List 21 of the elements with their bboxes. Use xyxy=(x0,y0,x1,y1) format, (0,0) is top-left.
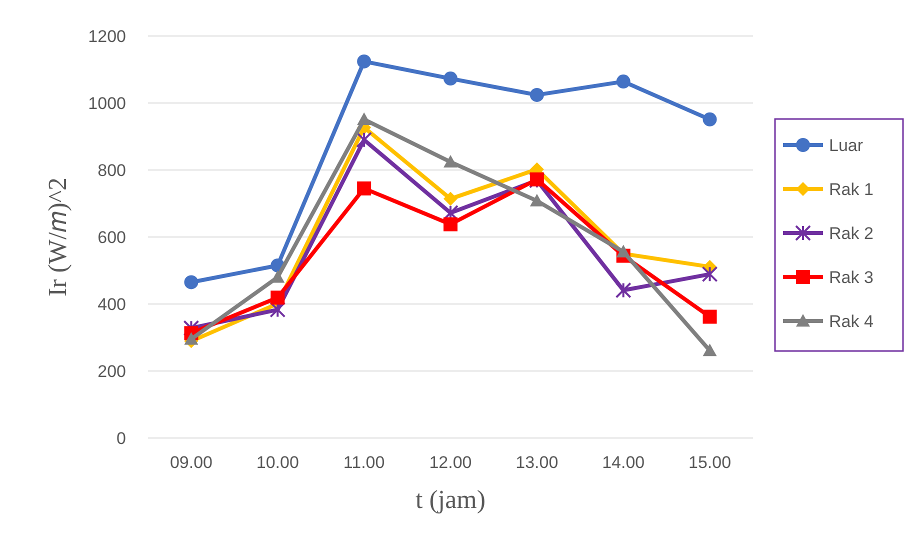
legend-label: Luar xyxy=(829,136,864,155)
y-tick-label: 800 xyxy=(98,160,126,180)
legend-label: Rak 4 xyxy=(829,312,874,331)
y-tick-label: 0 xyxy=(116,428,126,448)
legend-label: Rak 1 xyxy=(829,180,874,199)
x-tick-label: 14.00 xyxy=(602,453,645,472)
x-tick-label: 09.00 xyxy=(170,453,212,472)
y-tick-label: 1000 xyxy=(88,94,126,113)
y-tick-label: 400 xyxy=(98,294,126,314)
x-tick-label: 11.00 xyxy=(343,453,385,472)
x-tick-label: 15.00 xyxy=(688,453,732,472)
legend-label: Rak 3 xyxy=(829,268,874,287)
legend-label: Rak 2 xyxy=(829,224,874,243)
y-tick-label: 200 xyxy=(98,362,126,381)
x-tick-label: 12.00 xyxy=(429,453,472,472)
x-axis-title: t (jam) xyxy=(415,485,486,514)
x-tick-label: 10.00 xyxy=(256,453,299,472)
y-tick-label: 1200 xyxy=(88,26,126,46)
y-tick-label: 600 xyxy=(98,228,126,247)
y-axis-title: Ir (W/𝑚)^2 xyxy=(43,177,72,297)
x-tick-label: 13.00 xyxy=(516,453,558,472)
